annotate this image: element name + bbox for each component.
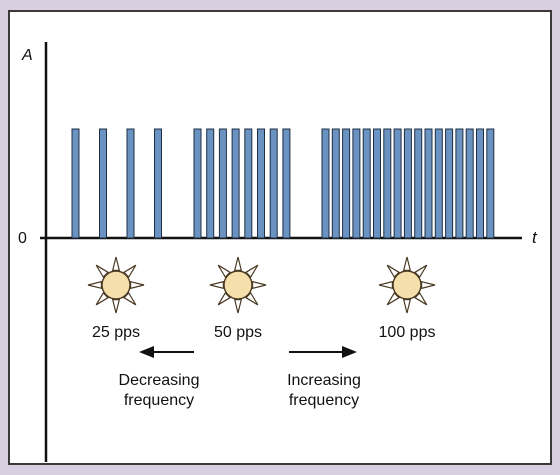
decreasing-arrow	[139, 346, 194, 358]
freq-label-100: 100 pps	[379, 324, 436, 341]
increasing-caption-line1: Increasing	[287, 372, 361, 389]
pulse-bar	[154, 128, 162, 239]
pulse-bar	[383, 128, 392, 239]
zero-label: 0	[18, 230, 27, 247]
pulse-bar	[193, 128, 202, 239]
sun-icon	[87, 256, 145, 314]
increasing-arrow	[289, 346, 357, 358]
pulse-bar	[321, 128, 330, 239]
pulse-bar	[434, 128, 443, 239]
decreasing-caption-line2: frequency	[124, 392, 194, 409]
sun-icon	[378, 256, 436, 314]
pulse-bar	[126, 128, 135, 239]
freq-label-50: 50 pps	[214, 324, 262, 341]
pulse-bar	[403, 128, 412, 239]
pulse-bar	[486, 128, 495, 239]
pulse-bar	[282, 128, 291, 239]
pulse-bar	[352, 128, 361, 239]
x-axis-label: t	[532, 228, 538, 247]
pulse-bar	[362, 128, 371, 239]
pulse-bar	[445, 128, 454, 239]
pulse-bar	[465, 128, 474, 239]
pulse-bar	[414, 128, 423, 239]
pulse-bar	[71, 128, 80, 239]
pulse-bar	[393, 128, 402, 239]
pulse-bar	[269, 128, 278, 239]
pulse-bar	[244, 128, 253, 239]
increasing-caption-line2: frequency	[289, 392, 359, 409]
pulse-bar	[342, 128, 351, 239]
y-axis-label: A	[21, 47, 33, 64]
pulse-bar	[331, 128, 340, 239]
pulse-bar	[218, 128, 227, 239]
pulse-bar	[476, 128, 484, 239]
pulse-bar	[373, 128, 381, 239]
pulse-bar	[231, 128, 240, 239]
decreasing-caption-line1: Decreasing	[119, 372, 200, 389]
sun-icon	[209, 256, 267, 314]
pulse-bar	[455, 128, 464, 239]
pulse-bar	[257, 128, 265, 239]
pulse-bar	[424, 128, 433, 239]
pulse-bar	[99, 128, 107, 239]
pulse-train	[71, 128, 495, 239]
pulse-bar	[206, 128, 215, 239]
freq-label-25: 25 pps	[92, 324, 140, 341]
